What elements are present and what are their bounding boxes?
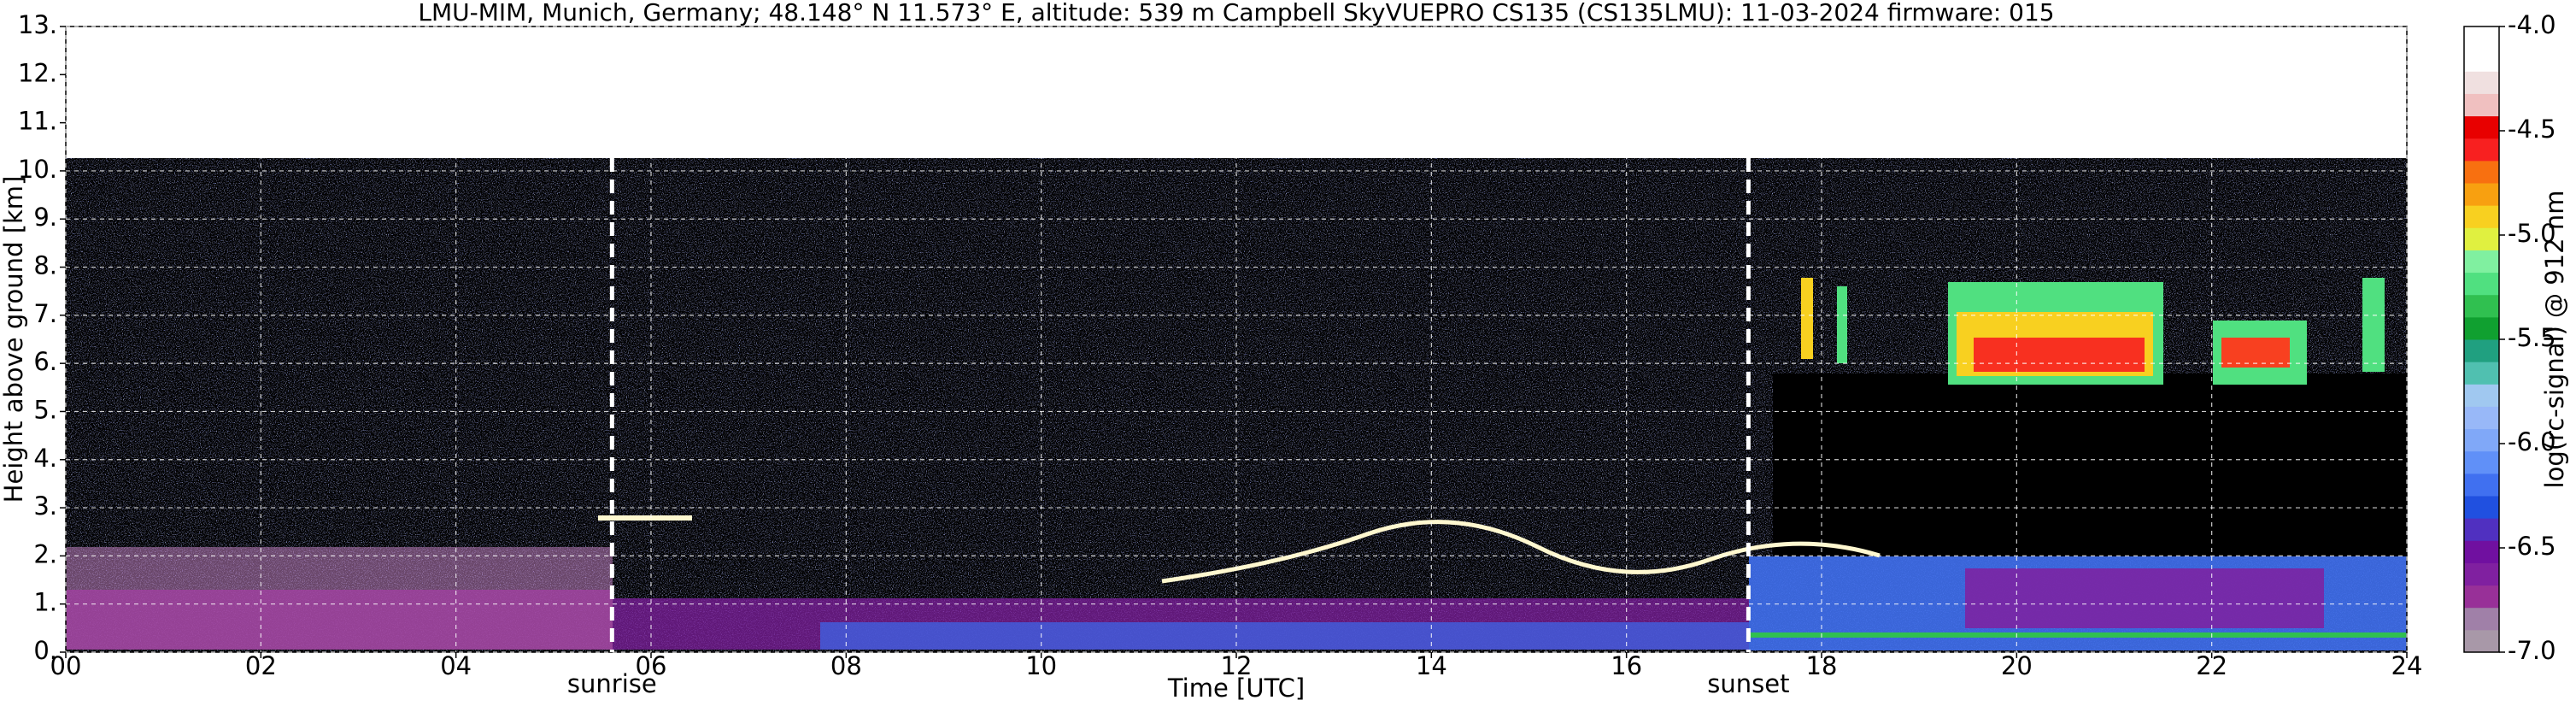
y-tick-label: 5. — [33, 395, 57, 424]
x-axis-label: Time [UTC] — [1167, 674, 1305, 703]
colorbar-segment — [2464, 272, 2499, 296]
annotation-label: sunrise — [567, 669, 657, 698]
colorbar-tick-label: -5.0 — [2508, 219, 2556, 248]
x-tick-label: 22 — [2196, 651, 2227, 680]
colorbar-segment — [2464, 428, 2499, 452]
x-tick-label: 08 — [830, 651, 862, 680]
x-tick-label: 04 — [440, 651, 472, 680]
colorbar-segment — [2464, 562, 2499, 586]
y-tick-label: 11. — [18, 107, 57, 136]
colorbar-segment — [2464, 183, 2499, 206]
colorbar-segment — [2464, 138, 2499, 162]
colorbar-segment — [2464, 160, 2499, 184]
x-tick-label: 24 — [2391, 651, 2423, 680]
heatmap-region — [2362, 278, 2385, 372]
colorbar-tick-label: -7.0 — [2508, 636, 2556, 665]
y-tick-label: 12. — [18, 58, 57, 87]
colorbar-segment — [2464, 49, 2499, 72]
heatmap-layer — [1749, 632, 2407, 638]
y-tick-label: 7. — [33, 299, 57, 328]
colorbar-segment — [2464, 585, 2499, 609]
x-tick-label: 20 — [2001, 651, 2033, 680]
colorbar-tick-label: -6.5 — [2508, 532, 2556, 561]
heatmap-layer — [598, 515, 692, 521]
colorbar-tick-label: -5.5 — [2508, 323, 2556, 352]
y-tick-label: 3. — [33, 491, 57, 521]
colorbar-segment — [2464, 406, 2499, 430]
colorbar-segment — [2464, 205, 2499, 228]
y-tick-label: 0. — [33, 636, 57, 665]
colorbar-tick-label: -4.5 — [2508, 115, 2556, 144]
colorbar-segment — [2464, 540, 2499, 563]
heatmap-region — [1965, 568, 2324, 628]
x-tick-label: 16 — [1611, 651, 1642, 680]
colorbar-tick-label: -6.0 — [2508, 427, 2556, 456]
colorbar-segment — [2464, 227, 2499, 250]
y-tick-label: 13. — [18, 10, 57, 39]
colorbar-segment — [2464, 384, 2499, 407]
y-tick-label: 4. — [33, 444, 57, 473]
colorbar-segment — [2464, 294, 2499, 318]
colorbar-label: log(rc-signal) @ 912 nm — [2540, 191, 2569, 489]
colorbar-segment — [2464, 518, 2499, 541]
heatmap-region — [1773, 374, 2407, 556]
colorbar-segment — [2464, 316, 2499, 340]
x-tick-label: 00 — [50, 651, 82, 680]
heatmap-region — [1801, 278, 1813, 359]
annotation-label: sunset — [1707, 669, 1789, 698]
colorbar-segment — [2464, 26, 2499, 50]
colorbar-segment — [2464, 250, 2499, 274]
colorbar-segment — [2464, 450, 2499, 474]
heatmap-region — [1837, 286, 1847, 363]
colorbar-tick-label: -4.0 — [2508, 10, 2556, 39]
x-tick-label: 14 — [1416, 651, 1447, 680]
y-tick-label: 10. — [18, 155, 57, 184]
colorbar-segment — [2464, 115, 2499, 139]
heatmap-layer — [1161, 520, 1881, 584]
x-tick-label: 18 — [1806, 651, 1838, 680]
heatmap-region — [1974, 338, 2145, 372]
chart-title: LMU-MIM, Munich, Germany; 48.148° N 11.5… — [418, 0, 2054, 26]
x-tick-label: 06 — [636, 651, 667, 680]
y-tick-label: 2. — [33, 539, 57, 568]
colorbar-segment — [2464, 473, 2499, 497]
y-tick-label: 9. — [33, 203, 57, 232]
y-tick-label: 1. — [33, 588, 57, 617]
x-tick-label: 02 — [245, 651, 277, 680]
x-tick-label: 10 — [1025, 651, 1057, 680]
colorbar-segment — [2464, 362, 2499, 385]
colorbar-segment — [2464, 496, 2499, 519]
heatmap-region — [66, 590, 613, 650]
y-axis-label: Height above ground [km] — [0, 176, 28, 503]
colorbar-segment — [2464, 339, 2499, 362]
colorbar-segment — [2464, 629, 2499, 653]
y-tick-label: 8. — [33, 251, 57, 280]
colorbar-segment — [2464, 71, 2499, 94]
y-tick-label: 6. — [33, 347, 57, 376]
x-tick-label: 12 — [1221, 651, 1253, 680]
heatmap-region — [2221, 338, 2290, 368]
colorbar-segment — [2464, 607, 2499, 631]
heatmap-region — [820, 622, 1749, 650]
colorbar-segment — [2464, 93, 2499, 117]
